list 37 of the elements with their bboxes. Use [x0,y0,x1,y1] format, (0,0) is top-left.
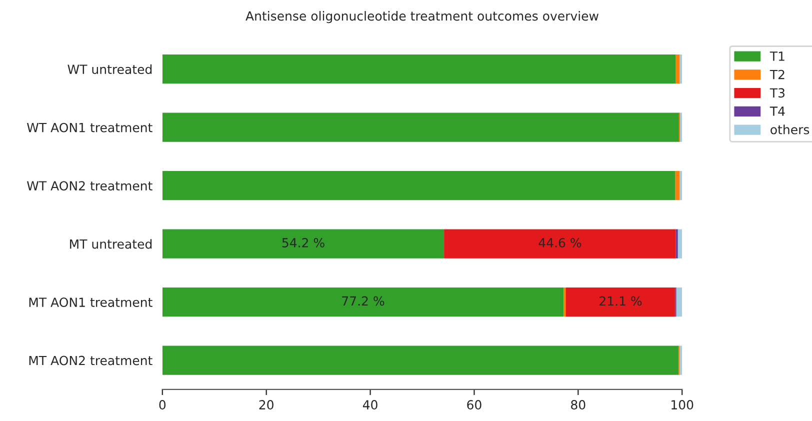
chart-title: Antisense oligonucleotide treatment outcomes overview [246,11,598,24]
bar [162,229,444,258]
x-tick-label: 40 [362,400,378,410]
y-tick-label: WT untreated [68,64,152,74]
y-tick-label: WT AON1 treatment [26,122,152,132]
bar [678,229,682,258]
bar [162,346,678,375]
bar [679,54,682,84]
bar [679,171,682,200]
y-tick-label: MT untreated [70,239,152,249]
legend-label: T3 [770,88,784,98]
bar [162,54,676,84]
legend-label: T2 [770,70,784,80]
bar [679,346,682,375]
y-tick-label: WT AON2 treatment [26,181,152,191]
y-tick-label: MT AON2 treatment [29,356,152,366]
bar [675,171,680,200]
bar [566,288,676,317]
legend-label: others [770,124,810,134]
x-tick-label: 0 [159,400,166,410]
x-tick-label: 80 [571,400,586,410]
bar [444,229,676,258]
legend-label: T1 [770,52,784,61]
data-label: 21.1 % [600,296,642,306]
y-tick-label: MT AON1 treatment [29,298,152,307]
bar [676,54,680,84]
data-label: 44.6 % [538,238,582,248]
data-label: 77.2 % [342,296,384,306]
data-label: 54.2 % [282,238,324,248]
x-tick-label: 100 [672,400,694,410]
legend-label: T4 [770,106,785,116]
x-tick-label: 60 [467,400,482,410]
bar [162,171,676,200]
bar [676,288,682,317]
bar [162,288,564,317]
bar [162,112,679,142]
x-tick-label: 20 [259,400,274,410]
